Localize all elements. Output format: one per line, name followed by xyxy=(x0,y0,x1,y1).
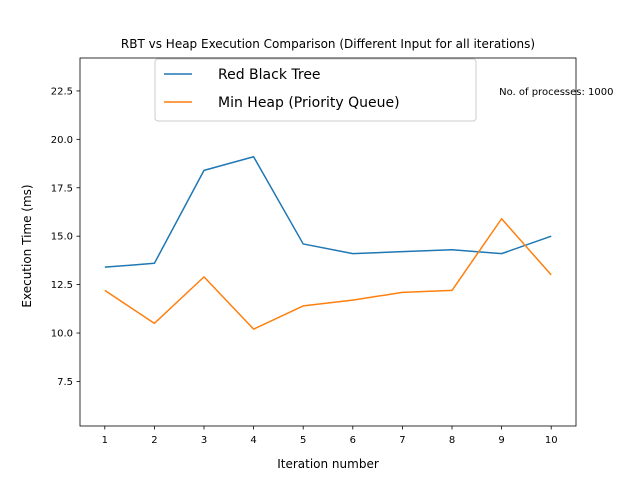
y-tick-label: 20.0 xyxy=(51,135,73,146)
x-tick-label: 10 xyxy=(545,435,558,446)
x-tick-label: 7 xyxy=(399,435,405,446)
legend: Red Black Tree Min Heap (Priority Queue) xyxy=(154,58,477,122)
chart-title: RBT vs Heap Execution Comparison (Differ… xyxy=(121,37,535,51)
y-tick-label: 7.5 xyxy=(57,377,73,388)
y-axis-label: Execution Time (ms) xyxy=(20,184,34,307)
plot-area xyxy=(104,156,552,330)
series-line-1 xyxy=(104,156,552,268)
y-tick-label: 12.5 xyxy=(51,280,73,291)
x-tick-label: 6 xyxy=(350,435,356,446)
x-tick-label: 3 xyxy=(201,435,207,446)
axes: 1 2 3 4 5 6 7 8 9 10 7.5 10.0 12.5 15.0 17.5 20.0 22.5 No… xyxy=(51,57,614,446)
x-tick-label: 4 xyxy=(250,435,256,446)
legend-box xyxy=(154,58,477,122)
y-tick-label: 15.0 xyxy=(51,232,73,243)
x-tick-label: 5 xyxy=(300,435,306,446)
y-tick-label: 17.5 xyxy=(51,183,73,194)
axes-frame xyxy=(79,57,577,427)
x-tick-label: 1 xyxy=(102,435,108,446)
x-tick-label: 2 xyxy=(151,435,157,446)
annotation-label: No. of processes: 1000 xyxy=(499,87,613,98)
y-tick-label: 10.0 xyxy=(51,329,73,340)
y-tick-label: 22.5 xyxy=(51,86,73,97)
x-axis-label: Iteration number xyxy=(277,457,379,471)
legend-label-2: Min Heap (Priority Queue) xyxy=(218,95,400,111)
series-line-2 xyxy=(104,218,552,330)
x-tick-label: 9 xyxy=(498,435,504,446)
x-tick-label: 8 xyxy=(449,435,455,446)
legend-label-1: Red Black Tree xyxy=(218,67,321,83)
